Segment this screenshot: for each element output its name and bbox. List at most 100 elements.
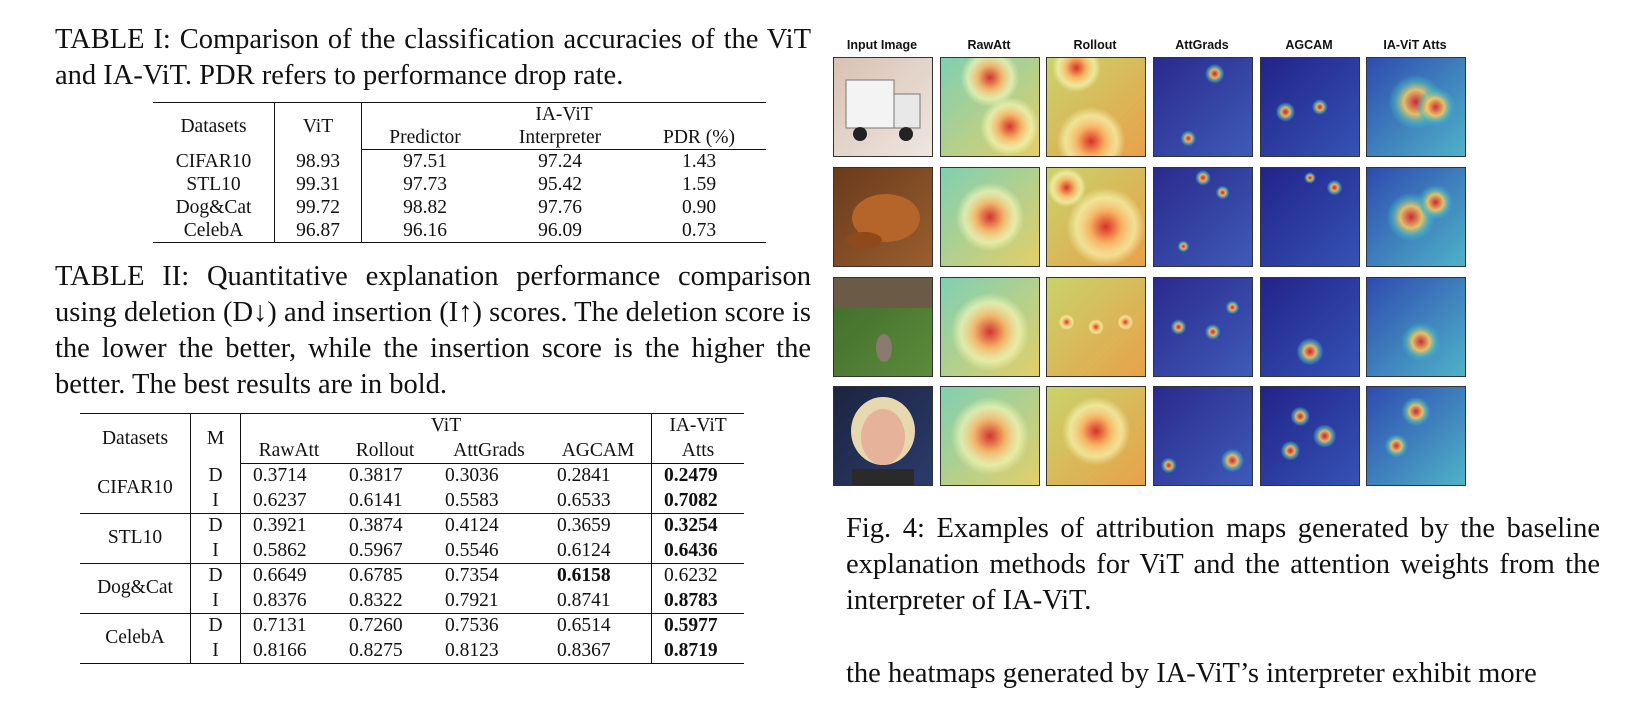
table1-cell-pdr: 1.59 — [681, 174, 717, 195]
table2-row: I 0.8376 0.8322 0.7921 0.8741 0.8783 — [80, 588, 745, 614]
table2-cell-dataset: STL10 — [80, 513, 191, 564]
table2-header-vit: ViT — [240, 413, 652, 439]
table2-cell-attgrads: 0.7354 — [433, 563, 545, 589]
table2-best-value: 0.7082 — [664, 489, 718, 511]
table2-caption: TABLE II: Quantitative explanation perfo… — [55, 261, 811, 400]
table2-row: I 0.6237 0.6141 0.5583 0.6533 0.7082 — [80, 488, 745, 514]
right-column: Input Image RawAtt Rollout AttGrads AGCAM IA-… — [833, 22, 1600, 689]
table2-cell-rollout: 0.6785 — [337, 563, 433, 589]
table2-header-agcam: AGCAM — [545, 438, 652, 464]
attribution-map-thumbnail — [1153, 386, 1253, 486]
table2-cell-agcam: 0.6124 — [545, 538, 652, 564]
table1-cell-pdr: 0.73 — [632, 219, 766, 243]
figure-grid: Input Image RawAtt Rollout AttGrads AGCAM IA-… — [833, 22, 1600, 492]
table2-cell-agcam: 0.8367 — [545, 638, 652, 664]
table2-best-value: 0.5977 — [664, 615, 718, 636]
table2-row: Dog&Cat D 0.6649 0.6785 0.7354 0.6158 0.6232 — [80, 563, 744, 614]
table2-cell-iavit: 0.8719 — [651, 638, 744, 664]
figure-column-header: IA-ViT Atts — [1383, 38, 1447, 52]
table2-cell-iavit: 0.3254 — [651, 513, 744, 539]
attribution-map-thumbnail — [940, 57, 1040, 157]
table1-header-predictor: Predictor — [361, 126, 488, 150]
figure-column-header: RawAtt — [967, 38, 1011, 52]
attribution-map-thumbnail — [1153, 57, 1253, 157]
figure-column-header: AttGrads — [1175, 38, 1229, 52]
table1: Datasets ViT IA-ViT Predictor Interprete… — [153, 102, 766, 243]
attribution-map-thumbnail — [1366, 57, 1466, 157]
table2-cell-dataset: CIFAR10 — [80, 463, 191, 514]
attribution-map-thumbnail — [1260, 277, 1360, 377]
table2-cell-m: D — [190, 613, 241, 639]
table1-cell-predictor: 97.73 — [403, 174, 447, 195]
table2-cell-iavit: 0.2479 — [652, 464, 745, 489]
table1-row: CelebA 96.87 96.16 96.09 0.73 — [153, 219, 766, 243]
table2-cell-rollout: 0.8275 — [337, 638, 433, 664]
table2-cell-iavit: 0.5977 — [651, 613, 744, 639]
table1-row: Dog&Cat 99.72 98.82 97.76 0.90 — [153, 196, 766, 219]
table1-header-pdr: PDR (%) — [632, 126, 766, 150]
table2-cell-m: I — [190, 638, 241, 664]
attribution-map-thumbnail — [1046, 277, 1146, 377]
table2-best-value: 0.8719 — [664, 639, 718, 661]
figure-column-header: AGCAM — [1285, 38, 1333, 52]
table2-cell-rollout: 0.7260 — [337, 613, 433, 639]
table1-cell-predictor: 97.51 — [403, 151, 447, 172]
attribution-map-thumbnail — [1260, 167, 1360, 267]
table1-cell-interpreter: 95.42 — [538, 174, 582, 195]
table2-cell-rawatt: 0.3714 — [253, 465, 307, 486]
table2-body: CIFAR10 D 0.3714 0.3817 0.3036 0.2841 0.2479 I 0… — [80, 463, 745, 664]
table2-cell-rollout: 0.3817 — [349, 465, 403, 486]
table2-cell-agcam: 0.8741 — [545, 588, 652, 614]
table2-cell-rawatt: 0.8166 — [240, 638, 337, 664]
table2-cell-rawatt: 0.6649 — [240, 563, 337, 589]
table2-header-iavit-line2: Atts — [651, 438, 744, 464]
table2-cell-m: D — [190, 463, 241, 489]
table1-body: CIFAR10 98.93 97.51 97.24 1.43 STL10 99.31 97.7… — [153, 149, 766, 243]
table2-row: I 0.8166 0.8275 0.8123 0.8367 0.8719 — [80, 638, 744, 664]
table2-cell-agcam: 0.6158 — [545, 563, 652, 589]
table2-cell-agcam: 0.6514 — [545, 613, 652, 639]
table2-cell-iavit: 0.7082 — [652, 489, 745, 514]
table1-row: CIFAR10 98.93 97.51 97.24 1.43 — [153, 149, 766, 173]
table1-header-datasets: Datasets — [153, 102, 275, 150]
table2-cell-rollout: 0.8322 — [349, 589, 403, 611]
table2-row: CIFAR10 D 0.3714 0.3817 0.3036 0.2841 0.2479 — [80, 463, 745, 514]
attribution-map-thumbnail — [1366, 277, 1466, 377]
table1-cell-dataset: CIFAR10 — [153, 149, 275, 173]
table2-cell-iavit: 0.8783 — [652, 589, 745, 614]
table2-cell-iavit: 0.6436 — [652, 539, 745, 564]
table2-best-value: 0.6158 — [557, 565, 611, 586]
table2-header-iavit-line1: IA-ViT — [651, 413, 744, 439]
attribution-map-thumbnail — [1153, 167, 1253, 267]
table1-caption: TABLE I: Comparison of the classificatio… — [55, 24, 811, 91]
table2-cell-attgrads: 0.7921 — [445, 589, 499, 611]
table1-cell-interpreter: 97.24 — [538, 151, 582, 172]
attribution-map-thumbnail — [940, 386, 1040, 486]
table1-cell-vit: 99.31 — [274, 173, 362, 196]
table2-cell-m: D — [190, 563, 241, 589]
table2-cell-m: I — [190, 488, 241, 514]
table2-cell-iavit: 0.6232 — [651, 563, 744, 589]
attribution-map-thumbnail — [1260, 57, 1360, 157]
table1-cell-predictor: 98.82 — [403, 197, 447, 218]
table2-header-datasets: Datasets — [80, 413, 191, 464]
attribution-map-thumbnail — [1366, 386, 1466, 486]
table2-cell-rawatt: 0.7131 — [240, 613, 337, 639]
table2-cell-rawatt: 0.6237 — [253, 489, 307, 511]
table1-header-vit: ViT — [274, 102, 362, 150]
table2-row: I 0.5862 0.5967 0.5546 0.6124 0.6436 — [80, 538, 745, 564]
table2-best-value: 0.6436 — [664, 539, 718, 561]
table1-cell-dataset: Dog&Cat — [153, 196, 275, 219]
input-image-thumbnail — [833, 386, 933, 486]
left-column: TABLE I: Comparison of the classificatio… — [55, 22, 811, 664]
input-image-thumbnail — [833, 167, 933, 267]
table1-cell-dataset: STL10 — [153, 173, 275, 196]
table2-cell-attgrads: 0.3036 — [445, 465, 499, 486]
table2-best-value: 0.8783 — [664, 589, 718, 611]
table2-header-rawatt: RawAtt — [240, 438, 337, 464]
table2-cell-attgrads: 0.7536 — [433, 613, 545, 639]
table2-header-attgrads: AttGrads — [433, 438, 545, 464]
table2-cell-m: I — [190, 538, 241, 564]
table1-cell-interpreter: 96.09 — [488, 219, 632, 243]
table1-cell-pdr: 1.43 — [681, 151, 717, 172]
